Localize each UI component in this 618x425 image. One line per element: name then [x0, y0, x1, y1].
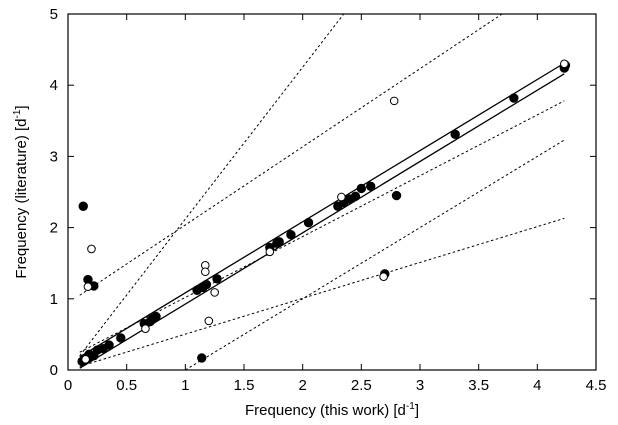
dotted-line-2 [79, 14, 345, 357]
filled-point-10 [116, 333, 126, 343]
filled-point-9 [104, 340, 114, 350]
x-tick-label-7: 3.5 [468, 377, 489, 394]
y-tick-label-4: 4 [50, 77, 58, 94]
y-tick-label-1: 1 [50, 291, 58, 308]
x-axis-label-end: ] [415, 402, 419, 419]
open-point-10 [389, 96, 399, 106]
filled-point-29 [366, 181, 376, 192]
y-tick-label-3: 3 [50, 148, 58, 165]
y-axis-label-sup: -1 [12, 109, 23, 118]
filled-point-31 [509, 93, 519, 103]
reference-lines [79, 14, 565, 370]
filled-point-37 [197, 353, 207, 363]
filled-point-39 [391, 190, 402, 201]
open-point-12 [560, 59, 569, 69]
open-point-0 [87, 244, 96, 254]
x-tick-label-9: 4.5 [586, 377, 607, 394]
filled-point-23 [303, 217, 314, 228]
y-axis-label: Frequency (literature) [d-1] [12, 105, 30, 278]
x-axis-label: Frequency (this work) [d-1] [245, 401, 419, 419]
filled-point-14 [151, 311, 161, 322]
x-tick-label-3: 1.5 [234, 377, 255, 394]
filled-point-27 [350, 191, 361, 201]
x-tick-label-6: 3 [416, 377, 424, 394]
y-tick-label-2: 2 [50, 220, 58, 237]
plot-frame [67, 13, 597, 371]
fit-line-1 [79, 73, 565, 369]
y-axis-ticks: 0 1 2 3 4 5 [50, 6, 596, 379]
dotted-line-6 [79, 217, 565, 367]
data-points [77, 59, 571, 367]
filled-point-21 [274, 237, 284, 247]
x-tick-label-1: 0.5 [116, 377, 137, 394]
x-axis-label-main: Frequency (this work) [d [245, 402, 406, 419]
dotted-line-4 [79, 100, 565, 353]
y-tick-label-0: 0 [50, 362, 58, 379]
x-tick-label-8: 4 [533, 377, 541, 394]
filled-point-18 [212, 274, 222, 284]
dotted-line-3 [79, 14, 503, 296]
filled-point-30 [450, 129, 460, 140]
filled-point-28 [356, 183, 367, 194]
x-tick-label-2: 1 [181, 377, 189, 394]
open-point-5 [200, 267, 210, 277]
open-point-2 [81, 355, 90, 364]
open-point-6 [204, 316, 214, 326]
x-tick-label-4: 2 [298, 377, 306, 394]
filled-point-17 [201, 279, 212, 290]
x-axis-ticks: 0 0.5 1 1.5 2 2.5 3 3.5 4 4.5 [64, 14, 607, 394]
x-axis-label-sup: -1 [406, 401, 415, 412]
y-axis-label-main: Frequency (literature) [d [13, 119, 30, 279]
open-point-7 [210, 288, 219, 297]
open-point-9 [337, 192, 346, 202]
open-point-1 [83, 282, 93, 291]
filled-point-22 [286, 230, 296, 240]
fit-line-0 [79, 62, 565, 358]
open-point-11 [379, 272, 388, 282]
x-tick-label-5: 2.5 [351, 377, 372, 394]
open-point-8 [265, 247, 275, 257]
filled-point-34 [78, 201, 88, 211]
dotted-line-5 [185, 139, 565, 370]
x-tick-label-0: 0 [64, 377, 72, 394]
open-point-3 [141, 324, 150, 334]
y-axis-label-end: ] [13, 105, 30, 109]
y-tick-label-5: 5 [50, 6, 58, 23]
